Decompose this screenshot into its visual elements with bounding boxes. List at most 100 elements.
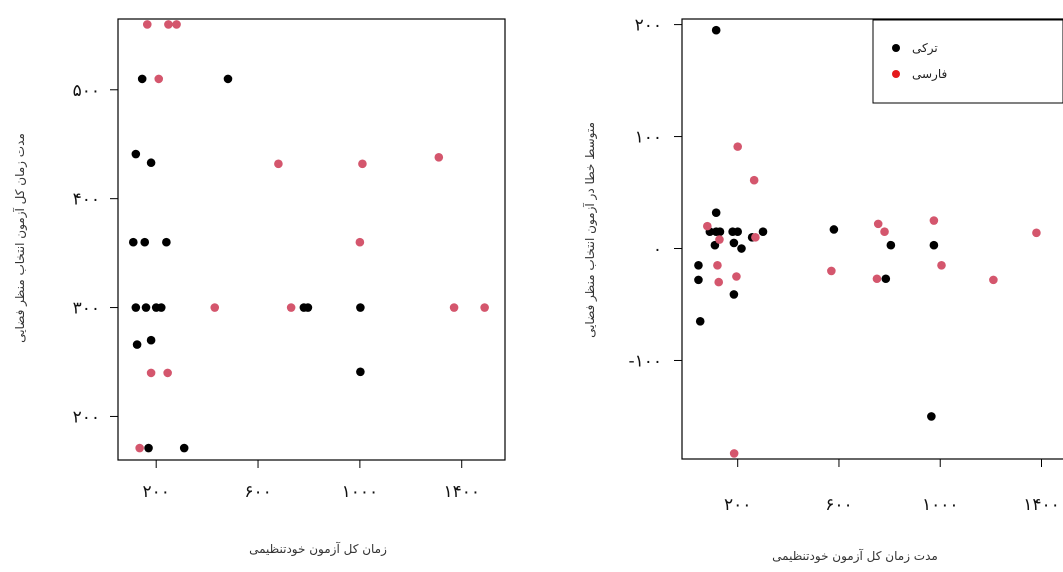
right-plot-frame [681, 18, 1063, 460]
left-persian-point [434, 152, 444, 162]
left-axes: ۲۰۰ ۶۰۰ ۱۰۰۰ ۱۴۰۰ ۲۰۰ ۳۰۰ ۴۰۰ ۵۰۰ [73, 81, 480, 502]
right-persian-point [749, 175, 759, 185]
left-x-tick-label: ۶۰۰ [244, 482, 271, 502]
right-persian-point [733, 142, 742, 151]
right-points [694, 25, 1041, 458]
left-turkish-point [146, 158, 156, 168]
left-persian-point [286, 303, 296, 312]
left-persian-point [355, 237, 365, 247]
left-turkish-point [179, 443, 189, 453]
right-turkish-point [711, 208, 721, 217]
right-turkish-point [715, 227, 725, 237]
right-persian-point [989, 275, 998, 285]
left-persian-point [210, 303, 220, 312]
left-y-tick-label: ۲۰۰ [73, 407, 100, 427]
right-x-tick-label: ۱۰۰۰ [922, 495, 959, 515]
right-scatter-panel: ۲۰۰ ۶۰۰ ۱۰۰۰ ۱۴۰۰ -۱۰۰ ۰ ۱۰۰ ۲۰۰ مدت زمان کل آز… [582, 16, 1063, 564]
right-turkish-point [695, 316, 705, 326]
left-persian-point [172, 20, 181, 29]
right-axes: ۲۰۰ ۶۰۰ ۱۰۰۰ ۱۴۰۰ -۱۰۰ ۰ ۱۰۰ ۲۰۰ [628, 16, 1059, 515]
right-turkish-point [711, 25, 721, 35]
left-x-tick-label: ۱۰۰۰ [342, 482, 379, 502]
legend: ترکی فارسی [872, 19, 1063, 104]
left-turkish-point [303, 303, 313, 312]
left-turkish-point [141, 303, 151, 312]
left-turkish-point [162, 237, 171, 247]
right-persian-point [937, 261, 946, 270]
left-turkish-point [128, 237, 138, 247]
left-y-axis-title: مدت زمان کل آزمون انتخاب منظر فضایی [12, 133, 28, 343]
right-turkish-point [737, 244, 746, 253]
right-turkish-point [927, 412, 936, 421]
right-turkish-point [886, 240, 896, 250]
left-turkish-point [146, 335, 156, 345]
left-turkish-point [356, 367, 365, 377]
right-x-axis-title: مدت زمان کل آزمون خودتنظیمی [772, 548, 938, 564]
left-scatter-panel: ۲۰۰ ۶۰۰ ۱۰۰۰ ۱۴۰۰ ۲۰۰ ۳۰۰ ۴۰۰ ۵۰۰ زمان کل آزمون… [12, 18, 506, 557]
left-y-tick-label: ۵۰۰ [73, 81, 100, 101]
right-x-tick-label: ۶۰۰ [825, 495, 852, 515]
right-turkish-point [881, 274, 891, 284]
right-y-tick-label: -۱۰۰ [628, 351, 662, 371]
left-turkish-point [223, 74, 233, 84]
left-persian-point [135, 443, 144, 453]
right-persian-point [713, 261, 722, 270]
right-persian-point [827, 266, 836, 276]
left-persian-point [146, 368, 156, 378]
left-turkish-point [156, 303, 166, 312]
left-y-tick-label: ۴۰۰ [73, 190, 100, 210]
left-turkish-point [137, 74, 147, 84]
right-persian-point [714, 277, 724, 287]
left-persian-point [154, 74, 164, 84]
left-persian-point [480, 303, 489, 312]
left-turkish-point [140, 237, 150, 247]
right-turkish-point [758, 227, 768, 237]
right-persian-point [732, 272, 741, 281]
right-turkish-point [729, 290, 739, 299]
legend-marker-persian [892, 70, 900, 78]
left-y-tick-label: ۳۰۰ [73, 299, 100, 319]
right-persian-point [929, 216, 939, 225]
right-persian-point [880, 227, 889, 237]
right-y-tick-label: ۱۰۰ [635, 128, 662, 148]
right-y-axis-title: متوسط خطا در آزمون انتخاب منظر فضایی [582, 122, 598, 338]
right-y-tick-label: ۲۰۰ [635, 16, 662, 36]
left-persian-point [142, 20, 152, 29]
right-turkish-point [694, 261, 703, 270]
left-turkish-point [131, 149, 141, 159]
right-persian-point [703, 221, 712, 231]
legend-label-persian: فارسی [912, 67, 947, 82]
left-x-axis-title: زمان کل آزمون خودتنظیمی [249, 541, 387, 557]
left-turkish-point [131, 303, 141, 312]
right-persian-point [751, 233, 760, 242]
right-persian-point [873, 219, 883, 229]
left-persian-point [358, 159, 367, 169]
left-persian-point [164, 20, 173, 29]
left-x-tick-label: ۱۴۰۰ [443, 482, 480, 502]
right-persian-point [715, 235, 724, 244]
left-turkish-point [356, 303, 365, 312]
left-x-tick-label: ۲۰۰ [142, 482, 169, 502]
right-turkish-point [694, 275, 703, 285]
left-turkish-point [144, 443, 153, 453]
legend-box [872, 19, 1063, 104]
right-turkish-point [729, 238, 739, 248]
legend-marker-turkish [892, 44, 900, 52]
legend-label-turkish: ترکی [912, 41, 938, 56]
right-persian-point [1032, 228, 1041, 238]
left-points [128, 20, 489, 453]
right-persian-point [872, 274, 882, 284]
left-persian-point [274, 159, 283, 169]
right-turkish-point [929, 240, 939, 250]
right-y-tick-label: ۰ [653, 240, 662, 260]
left-turkish-point [132, 340, 142, 349]
left-plot-frame [117, 18, 506, 461]
right-turkish-point [733, 227, 742, 237]
right-turkish-point [829, 225, 839, 234]
right-persian-point [729, 449, 739, 458]
left-persian-point [163, 368, 172, 378]
right-x-tick-label: ۲۰۰ [724, 495, 751, 515]
right-x-tick-label: ۱۴۰۰ [1023, 495, 1060, 515]
left-persian-point [449, 303, 459, 312]
